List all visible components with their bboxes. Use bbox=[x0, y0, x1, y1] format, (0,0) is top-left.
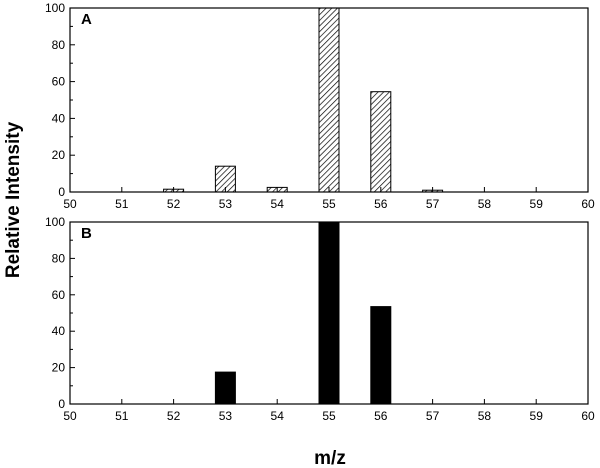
y-tick-label-a: 80 bbox=[52, 38, 66, 52]
y-tick-label-a: 100 bbox=[45, 1, 65, 15]
y-tick-label-b: 40 bbox=[52, 324, 66, 338]
y-tick-label-a: 40 bbox=[52, 111, 66, 125]
y-tick-label-b: 100 bbox=[45, 215, 65, 229]
panel-b: 50 51 52 53 54 55 56 57 58 59 60 0 20 40 60 80 100 B bbox=[45, 215, 595, 423]
x-tick-label-b: 59 bbox=[530, 409, 544, 423]
panel-a: 50 51 52 53 54 55 56 57 58 59 60 0 20 40 60 80 100 A bbox=[45, 1, 595, 211]
y-tick-label-b: 20 bbox=[52, 361, 66, 375]
x-tick-label-b: 51 bbox=[115, 409, 129, 423]
y-tick-label-b: 60 bbox=[52, 288, 66, 302]
y-tick-label-a: 20 bbox=[52, 148, 66, 162]
y-tick-label-b: 0 bbox=[58, 397, 65, 411]
y-axis-title: Relative Intensity bbox=[3, 121, 24, 278]
y-tick-label-a: 60 bbox=[52, 75, 66, 89]
x-tick-label-a: 52 bbox=[167, 197, 181, 211]
panel-label-b: B bbox=[81, 225, 92, 242]
x-tick-label-a: 58 bbox=[478, 197, 492, 211]
bar-a-55 bbox=[318, 7, 340, 193]
y-tick-label-a: 0 bbox=[58, 185, 65, 199]
x-tick-label-a: 56 bbox=[374, 197, 388, 211]
x-tick-label-a: 50 bbox=[63, 197, 77, 211]
bar-b-55 bbox=[318, 221, 340, 405]
x-tick-label-b: 50 bbox=[63, 409, 77, 423]
x-tick-label-a: 51 bbox=[115, 197, 129, 211]
x-tick-label-a: 57 bbox=[426, 197, 440, 211]
x-tick-label-b: 58 bbox=[478, 409, 492, 423]
panel-label-a: A bbox=[81, 11, 92, 28]
x-tick-label-b: 52 bbox=[167, 409, 181, 423]
x-tick-label-a: 55 bbox=[322, 197, 336, 211]
x-tick-label-a: 53 bbox=[219, 197, 233, 211]
x-tick-label-a: 60 bbox=[581, 197, 595, 211]
x-tick-label-b: 60 bbox=[581, 409, 595, 423]
x-tick-label-a: 59 bbox=[530, 197, 544, 211]
x-tick-label-b: 54 bbox=[271, 409, 285, 423]
bar-b-56 bbox=[370, 306, 392, 405]
x-tick-label-b: 55 bbox=[322, 409, 336, 423]
x-tick-label-b: 53 bbox=[219, 409, 233, 423]
x-tick-label-b: 56 bbox=[374, 409, 388, 423]
x-tick-label-a: 54 bbox=[271, 197, 285, 211]
bar-a-56 bbox=[370, 91, 392, 193]
x-axis-title: m/z bbox=[314, 448, 346, 468]
x-tick-label-b: 57 bbox=[426, 409, 440, 423]
y-tick-label-b: 80 bbox=[52, 251, 66, 265]
